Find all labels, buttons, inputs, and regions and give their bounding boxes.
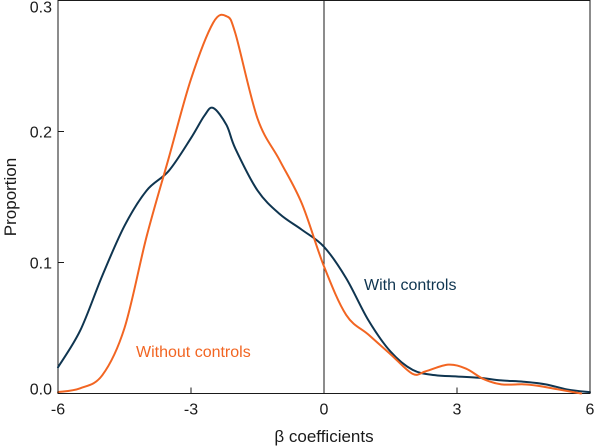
y-tick-label: 0.2	[30, 125, 52, 142]
series-line-with-controls	[57, 106, 591, 394]
series-line-without-controls	[57, 13, 583, 395]
y-axis-title: Proportion	[1, 158, 20, 236]
x-tick-label: 6	[586, 402, 595, 419]
y-tick-label: 0.3	[30, 0, 52, 17]
series-layer	[57, 13, 591, 395]
y-tick-label: 0.1	[30, 256, 52, 273]
x-tick-label: -6	[51, 402, 65, 419]
x-tick-label: 3	[453, 402, 462, 419]
x-axis-title: β coefficients	[274, 427, 373, 446]
series-label-with-controls: With controls	[364, 277, 456, 294]
x-axis: -6 -3 0 3 6	[51, 387, 595, 419]
y-axis: 0.0 0.1 0.2 0.3	[30, 0, 64, 399]
series-label-without-controls: Without controls	[136, 344, 251, 361]
y-tick-label: 0.0	[30, 382, 52, 399]
x-tick-label: 0	[320, 402, 329, 419]
series-labels: With controls Without controls	[136, 277, 456, 361]
x-tick-label: -3	[184, 402, 198, 419]
